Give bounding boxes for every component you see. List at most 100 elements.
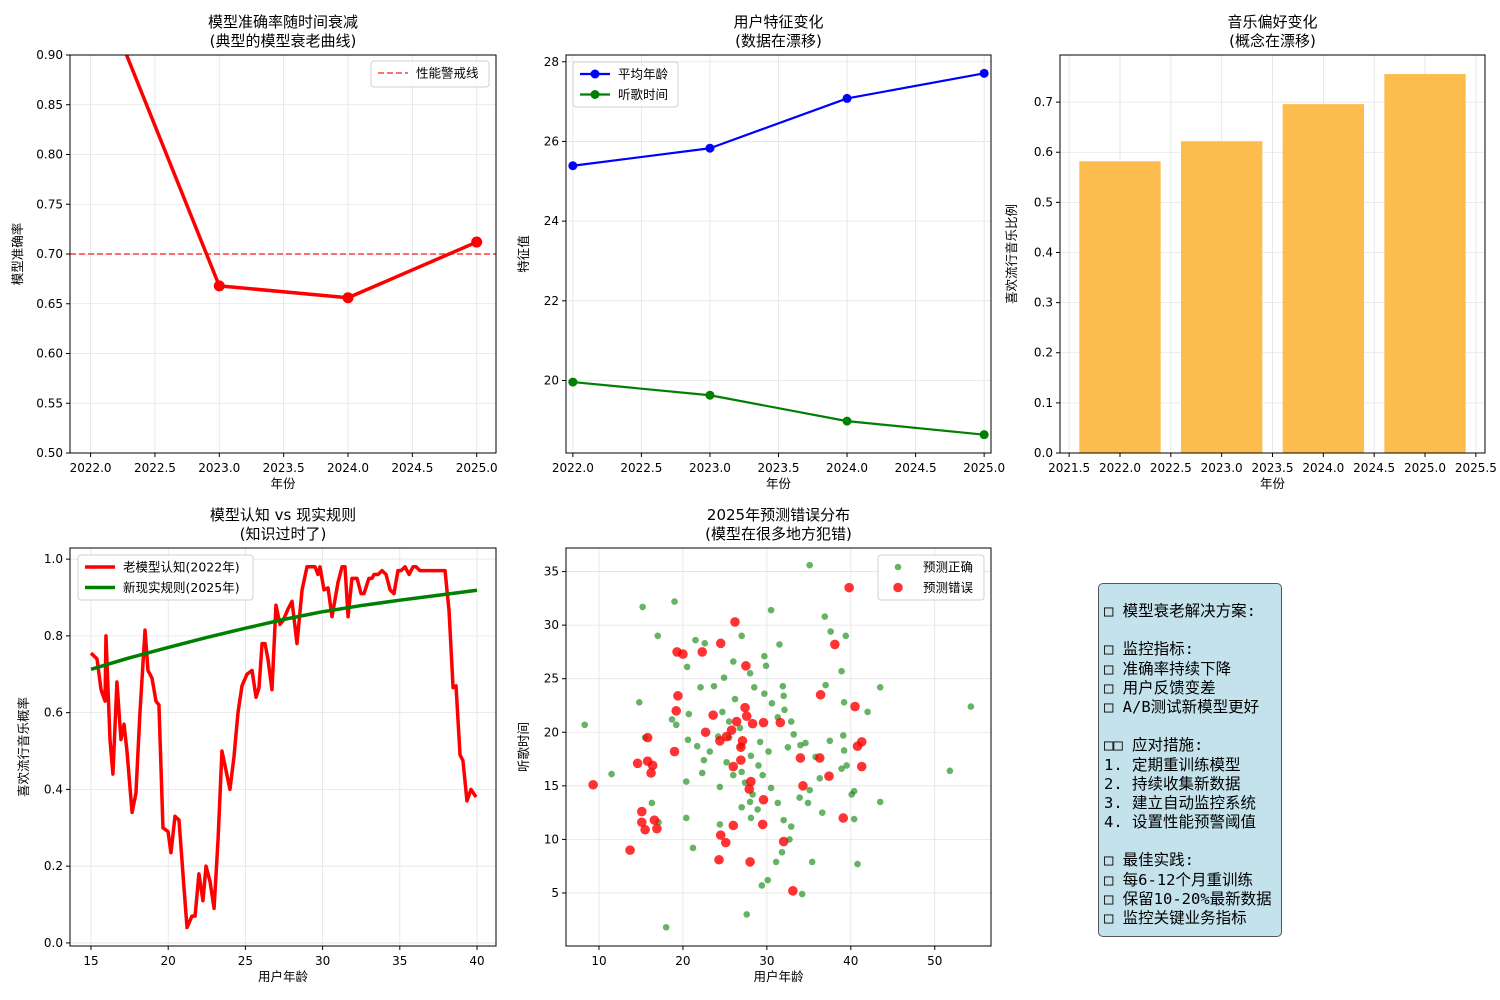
y-tick-label: 1.0: [44, 552, 63, 566]
legend-label: 预测错误: [923, 580, 974, 595]
scatter-point-error: [720, 837, 731, 848]
data-point: [471, 236, 483, 248]
chart-title: 2025年预测错误分布: [707, 506, 850, 524]
scatter-point-correct: [778, 848, 786, 856]
plot-area: [1079, 74, 1466, 453]
scatter-point-correct: [826, 737, 834, 745]
scatter-point-correct: [682, 778, 690, 785]
y-tick-label: 0.5: [1034, 195, 1053, 209]
y-tick-label: 0.90: [36, 48, 63, 62]
legend-label: 听歌时间: [618, 87, 668, 102]
x-tick-label: 2023.5: [1252, 461, 1294, 475]
scatter-point-correct: [635, 698, 643, 706]
scatter-point-correct: [804, 799, 812, 807]
y-tick-label: 0.7: [1034, 95, 1053, 109]
scatter-point-correct: [758, 882, 766, 889]
y-tick-label: 10: [544, 832, 559, 846]
scatter-point-correct: [838, 667, 845, 675]
data-point: [979, 68, 989, 78]
x-tick-label: 2024.5: [391, 461, 433, 475]
scatter-point-correct: [798, 890, 806, 898]
legend-label: 老模型认知(2022年): [123, 560, 240, 575]
scatter-point-error: [758, 717, 769, 728]
scatter-point-correct: [787, 718, 795, 725]
scatter-point-correct: [731, 695, 739, 703]
scatter-point-error: [671, 706, 682, 716]
x-tick-label: 2023.0: [689, 461, 731, 475]
textbox-line: [1104, 717, 1281, 736]
textbox-line: [1104, 832, 1281, 851]
scatter-point-correct: [768, 700, 776, 707]
scatter-point-correct: [779, 682, 787, 690]
plot-area: [581, 561, 975, 931]
scatter-point-correct: [762, 662, 770, 670]
bar-2025: [1384, 74, 1466, 453]
legend-box: [77, 554, 254, 601]
x-tick-label: 25: [238, 954, 253, 968]
scatter-point-error: [758, 794, 769, 805]
x-tick-label: 2025.0: [456, 461, 498, 475]
data-point: [568, 377, 578, 387]
x-tick-label: 2022.0: [70, 461, 112, 475]
chart-title: 用户特征变化: [733, 13, 823, 31]
series-line-1: [89, 565, 478, 930]
scatter-point-correct: [710, 682, 718, 690]
y-tick-label: 35: [544, 565, 559, 579]
scatter-point-correct: [816, 775, 824, 782]
scatter-point-error: [646, 768, 656, 778]
scatter-point-correct: [797, 741, 804, 749]
y-axis-label: 听歌时间: [516, 722, 531, 772]
y-tick-label: 0.70: [36, 247, 63, 261]
x-axis-label: 用户年龄: [753, 969, 804, 984]
scatter-point-error: [741, 661, 751, 671]
scatter-point-error: [838, 813, 849, 823]
textbox-line: [1104, 621, 1281, 640]
scatter-point-correct: [840, 698, 848, 706]
x-tick-label: 2025.0: [1404, 461, 1446, 475]
axes-frame: [69, 547, 497, 947]
x-tick-label: 2022.5: [620, 461, 662, 475]
scatter-point-error: [730, 617, 740, 627]
x-tick-label: 30: [759, 954, 774, 968]
scatter-point-error: [636, 817, 647, 828]
data-point: [979, 430, 989, 440]
scatter-point-correct: [946, 767, 954, 775]
x-tick-label: 2024.0: [1302, 461, 1344, 475]
y-tick-label: 0.0: [1034, 446, 1053, 460]
scatter-point-correct: [738, 632, 745, 640]
chart-5: 10 20 30 40 50 5 10 15 20 25 30 35 2025年预测错误分布(模型在很多…: [516, 506, 992, 984]
scatter-point-correct: [767, 606, 775, 614]
y-tick-label: 25: [544, 672, 559, 686]
legend-swatch-marker: [590, 90, 600, 99]
scatter-point-correct: [747, 814, 755, 822]
x-tick-label: 2024.5: [1353, 461, 1395, 475]
scatter-point-correct: [608, 770, 615, 778]
scatter-point-correct: [725, 718, 733, 725]
scatter-point-error: [795, 753, 806, 763]
scatter-point-correct: [780, 816, 787, 824]
y-tick-label: 0.65: [36, 297, 63, 311]
chart-2: 2022.0 2022.5 2023.0 2023.5 2024.0 2024.5 2025…: [516, 13, 1005, 491]
x-axis-label: 年份: [766, 476, 792, 491]
legend-swatch-dot: [893, 582, 903, 593]
bar-2022: [1079, 161, 1161, 453]
scatter-point-correct: [684, 736, 692, 744]
scatter-point-error: [778, 836, 789, 847]
legend-box: [370, 60, 490, 88]
chart-1: 2022.0 2022.5 2023.0 2023.5 2024.0 2024.5 2025…: [10, 13, 498, 491]
scatter-point-correct: [761, 652, 768, 660]
scatter-point-error: [815, 689, 826, 700]
scatter-point-error: [726, 725, 737, 735]
scatter-point-correct: [685, 710, 693, 718]
y-tick-label: 5: [551, 886, 559, 900]
scatter-point-correct: [662, 923, 670, 931]
y-tick-label: 0.1: [1034, 396, 1053, 410]
y-tick-label: 20: [544, 725, 559, 739]
y-axis-label: 模型准确率: [10, 223, 25, 286]
plot-area: [70, 55, 496, 304]
textbox-line: □□ 应对措施:: [1104, 736, 1204, 755]
scatter-point-correct: [581, 721, 589, 729]
scatter-point-error: [647, 760, 658, 771]
scatter-point-correct: [682, 814, 690, 822]
scatter-point-correct: [701, 640, 709, 647]
